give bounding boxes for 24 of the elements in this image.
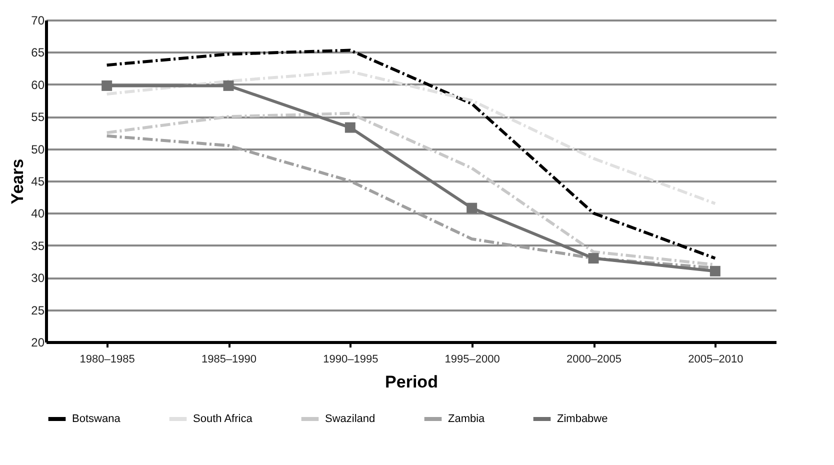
y-tick-label: 50 (31, 142, 45, 156)
legend-label: Zambia (448, 413, 486, 425)
x-tick-label: 1995–2000 (444, 354, 500, 366)
y-tick-label: 20 (31, 336, 45, 350)
y-tick-label: 65 (31, 46, 45, 60)
x-tick-label: 1990–1995 (323, 354, 378, 366)
y-tick-label: 25 (31, 303, 45, 318)
y-tick-label: 40 (31, 206, 45, 221)
x-tick-label: 2005–2010 (688, 354, 744, 366)
y-tick-label: 30 (31, 271, 45, 286)
y-tick-label: 60 (31, 78, 45, 92)
legend-label: Botswana (72, 413, 122, 425)
y-tick-label: 35 (31, 238, 45, 253)
legend-label: South Africa (193, 413, 254, 425)
legend-label: Zimbabwe (557, 413, 608, 425)
x-tick-label: 1980–1985 (80, 354, 135, 366)
y-axis-title: Years (8, 158, 28, 204)
y-tick-label: 45 (31, 174, 45, 188)
y-tick-label: 55 (31, 110, 45, 124)
x-tick-label: 2000–2005 (566, 354, 622, 366)
x-axis-title: Period (385, 372, 438, 392)
x-tick-label: 1985–1990 (201, 354, 257, 366)
legend-label: Swaziland (325, 413, 376, 425)
y-tick-label: 70 (31, 14, 45, 28)
